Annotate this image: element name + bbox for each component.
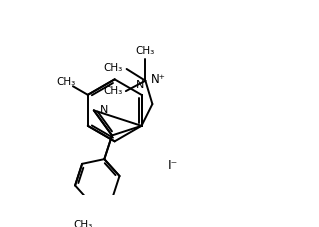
Text: N: N — [136, 80, 144, 90]
Text: CH₃: CH₃ — [73, 220, 93, 227]
Text: N: N — [100, 105, 108, 115]
Text: CH₃: CH₃ — [136, 46, 155, 56]
Text: CH₃: CH₃ — [103, 63, 122, 73]
Text: N⁺: N⁺ — [151, 73, 166, 86]
Text: I⁻: I⁻ — [168, 159, 178, 172]
Text: CH₃: CH₃ — [103, 86, 122, 96]
Text: CH₃: CH₃ — [56, 77, 76, 87]
